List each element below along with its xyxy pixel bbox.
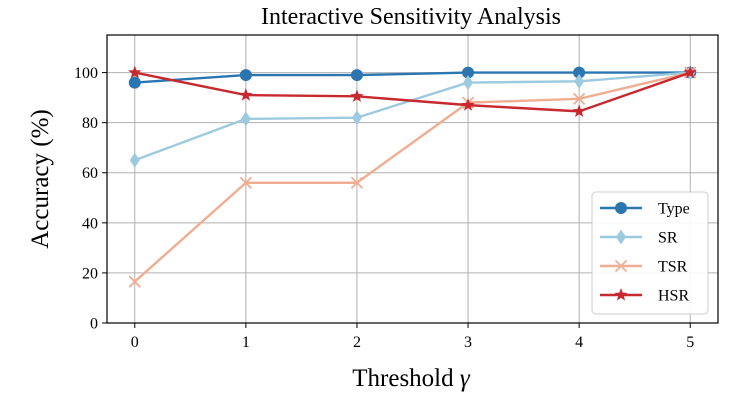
series-line-tsr bbox=[133, 71, 691, 283]
series-hsr bbox=[128, 65, 697, 118]
data-point-sr bbox=[574, 73, 585, 89]
data-point-tsr bbox=[128, 275, 141, 288]
legend-marker-type bbox=[615, 202, 627, 214]
legend-entry-type: Type bbox=[600, 201, 690, 218]
x-tick-label: 5 bbox=[686, 334, 694, 351]
data-point-type bbox=[350, 69, 363, 82]
y-tick-label: 0 bbox=[90, 316, 98, 333]
series-line-sr bbox=[134, 71, 691, 162]
x-axis-label: Threshold γ bbox=[352, 365, 471, 392]
data-point-type bbox=[128, 76, 141, 89]
legend-entry-sr: SR bbox=[600, 229, 678, 247]
series-line-hsr bbox=[134, 71, 691, 113]
data-point-hsr bbox=[461, 98, 475, 111]
legend-entry-hsr: HSR bbox=[600, 288, 689, 305]
legend-entry-tsr: TSR bbox=[600, 259, 688, 276]
x-ticks: 0 1 2 3 4 5 bbox=[131, 323, 694, 351]
legend-label-sr: SR bbox=[658, 230, 678, 247]
legend-label-type: Type bbox=[658, 201, 690, 218]
y-tick-label: 40 bbox=[82, 215, 98, 232]
data-point-tsr bbox=[572, 92, 586, 105]
x-tick-label: 2 bbox=[353, 334, 361, 351]
data-point-sr bbox=[240, 111, 251, 127]
y-tick-label: 60 bbox=[82, 165, 98, 182]
data-point-hsr bbox=[572, 104, 586, 118]
y-tick-label: 100 bbox=[74, 65, 98, 82]
series-type bbox=[128, 66, 697, 89]
data-point-hsr bbox=[350, 89, 364, 103]
legend: Type SR TSR HSR bbox=[591, 191, 709, 315]
x-tick-label: 1 bbox=[242, 334, 250, 351]
data-point-sr bbox=[351, 110, 362, 126]
legend-frame bbox=[591, 191, 709, 315]
data-point-type bbox=[462, 66, 475, 79]
data-point-hsr bbox=[683, 65, 697, 79]
data-point-hsr bbox=[239, 88, 253, 101]
x-axis-label-text: Threshold bbox=[352, 365, 454, 392]
legend-marker-tsr bbox=[614, 259, 628, 273]
series-sr bbox=[129, 65, 696, 168]
x-tick-label: 3 bbox=[464, 334, 472, 351]
plot-frame bbox=[106, 34, 719, 324]
legend-marker-sr bbox=[616, 229, 626, 245]
legend-label-tsr: TSR bbox=[658, 259, 688, 276]
y-tick-label: 20 bbox=[82, 265, 98, 282]
chart-title: Interactive Sensitivity Analysis bbox=[261, 4, 561, 30]
data-point-sr bbox=[129, 152, 140, 168]
legend-label-hsr: HSR bbox=[658, 288, 689, 305]
series-tsr bbox=[128, 66, 697, 288]
data-point-tsr bbox=[239, 176, 253, 189]
x-tick-label: 0 bbox=[131, 334, 139, 351]
y-tick-label: 80 bbox=[82, 115, 98, 132]
x-tick-label: 4 bbox=[575, 334, 583, 351]
y-axis-label: Accuracy (%) bbox=[27, 109, 54, 249]
data-point-tsr bbox=[350, 176, 364, 189]
legend-marker-hsr bbox=[614, 288, 628, 301]
y-ticks: 0 20 40 60 80 100 bbox=[74, 65, 107, 333]
data-point-hsr bbox=[128, 65, 142, 79]
series-line-type bbox=[134, 71, 691, 84]
data-point-type bbox=[239, 69, 252, 82]
data-point-type bbox=[573, 66, 586, 79]
series-layer bbox=[128, 65, 697, 288]
data-point-sr bbox=[463, 75, 474, 91]
x-axis-symbol: γ bbox=[460, 365, 471, 392]
